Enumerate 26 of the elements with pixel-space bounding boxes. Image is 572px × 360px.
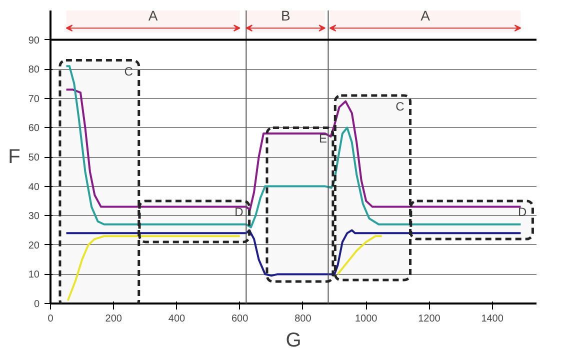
x-tick-label: 200 [105,314,122,324]
y-tick-label: 20 [28,240,40,252]
y-tick-label: 60 [28,123,40,134]
x-tick-label: 600 [232,314,249,324]
x-axis-title: G [286,330,302,352]
x-tick-label: 0 [48,314,54,324]
y-tick-label: 40 [28,182,40,193]
y-axis-title: F [8,146,20,168]
band-label: E [318,132,327,146]
band-label: A [420,8,431,24]
y-tick-label: 10 [28,270,40,281]
band-label: C [396,99,405,114]
x-tick-label: 1000 [354,314,378,324]
y-tick-label: 30 [28,211,40,222]
x-tick-label: 400 [168,314,186,324]
y-tick-label: 90 [28,35,40,46]
x-tick-label: 800 [294,314,312,324]
y-tick-label: 0 [34,299,40,310]
y-tick-label: 70 [28,94,40,105]
x-tick-label: 1400 [481,314,504,324]
band-label: A [148,8,158,24]
y-tick-label: 80 [28,64,40,76]
band-label: B [280,8,290,24]
x-tick-label: 1200 [418,314,441,324]
y-tick-label: 50 [28,152,40,164]
line-series [65,229,522,277]
